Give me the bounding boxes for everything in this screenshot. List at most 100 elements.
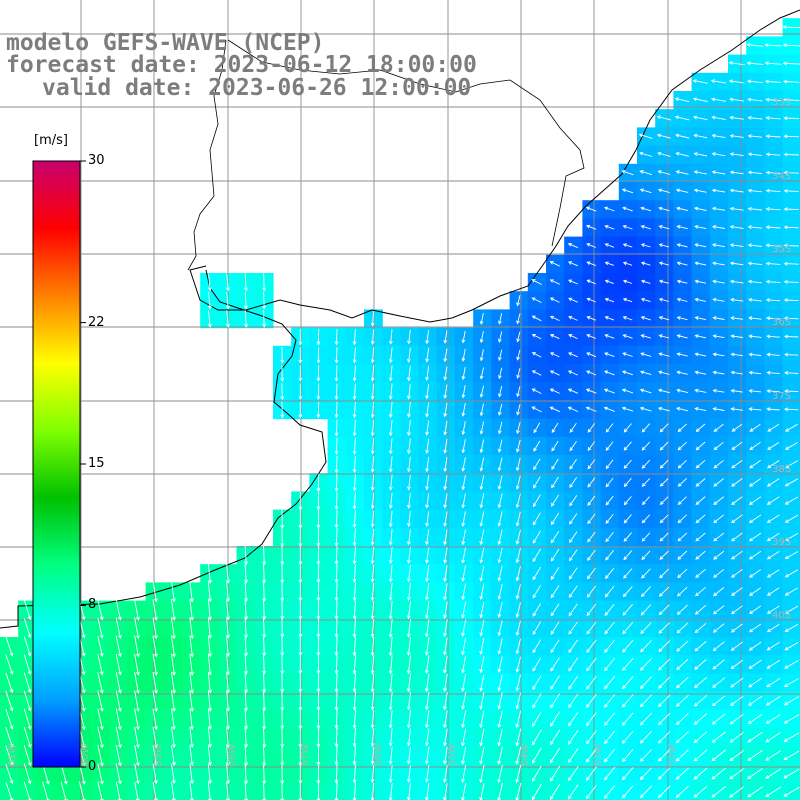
wind-arrow [604,603,615,617]
wind-arrow [550,603,560,617]
wind-arrow [766,334,780,339]
latitude-label: 39S [772,537,791,548]
wind-arrow [567,370,578,376]
wind-arrow [479,674,485,692]
wind-arrow [316,618,321,638]
wind-arrow [586,712,597,727]
wind-arrow [189,690,194,712]
wind-arrow [783,134,800,139]
wind-arrow [623,477,632,488]
wind-arrow [479,601,485,619]
wind-arrow [134,599,140,621]
wind-arrow [549,747,561,764]
wind-arrow [532,512,541,526]
wind-arrow [334,709,339,730]
wind-arrow [675,713,689,726]
wind-arrow [424,673,430,693]
wind-arrow [425,475,430,491]
wind-arrow [497,674,503,692]
wind-arrow [585,388,597,394]
wind-arrow [461,493,466,509]
wind-arrow [765,279,781,284]
wind-arrow [5,763,14,785]
longitude-label: 59W [153,744,164,767]
wind-arrow [677,568,688,579]
wind-arrow [604,370,615,376]
wind-arrow [152,617,158,640]
wind-arrow [604,748,616,763]
wind-arrow [784,551,799,560]
wind-arrow [764,61,782,66]
wind-arrow [711,749,726,762]
wind-arrow [604,657,616,672]
wind-arrow [586,567,596,580]
wind-arrow [497,439,503,453]
wind-arrow [497,313,503,325]
wind-arrow [388,618,393,638]
wind-arrow [783,79,800,84]
wind-arrow [783,732,800,742]
wind-arrow [766,478,780,487]
wind-arrow [262,763,267,785]
wind-arrow [207,745,212,767]
wind-arrow [675,151,689,157]
wind-arrow [262,563,267,584]
wind-arrow [676,334,688,339]
wind-arrow [352,782,357,800]
wind-arrow [747,695,763,706]
wind-arrow [731,423,743,432]
wind-arrow [641,514,651,524]
wind-arrow [694,279,707,284]
wind-arrow [316,473,321,492]
wind-arrow [766,678,781,688]
wind-arrow [587,549,596,561]
wind-arrow [747,243,763,248]
wind-arrow [766,623,780,633]
wind-arrow [783,97,800,102]
wind-arrow [388,347,393,364]
wind-arrow [334,655,339,675]
wind-arrow [694,370,707,375]
wind-arrow [115,745,122,767]
wind-arrow [765,170,781,175]
wind-arrow [515,674,522,692]
wind-arrow [677,586,688,597]
wind-arrow [207,635,213,658]
wind-arrow [531,783,542,800]
colorbar-tick-label: 30 [88,153,105,168]
wind-arrow [659,550,669,560]
wind-arrow [604,694,616,708]
wind-arrow [711,115,726,120]
wind-arrow [585,784,597,800]
wind-arrow [747,731,763,743]
wind-arrow [443,438,448,454]
wind-arrow [189,599,194,621]
wind-arrow [334,328,339,346]
wind-arrow [729,786,745,798]
wind-arrow [370,673,375,693]
wind-arrow [226,672,231,694]
wind-arrow [461,457,466,472]
wind-arrow [334,473,339,492]
wind-arrow [370,401,375,419]
wind-arrow [711,713,726,725]
wind-arrow [675,170,689,175]
wind-arrow [298,600,303,620]
wind-arrow [658,622,670,634]
longitude-label: 57W [300,744,311,767]
wind-arrow [641,459,651,469]
wind-arrow [549,406,560,413]
wind-arrow [749,587,762,596]
wind-arrow [782,61,800,66]
wind-arrow [388,329,393,345]
wind-arrow [207,653,213,676]
wind-arrow [370,438,375,455]
wind-arrow [115,653,122,676]
wind-arrow [730,316,744,320]
wind-arrow [406,618,412,638]
wind-arrow [5,708,14,730]
wind-arrow [658,334,670,339]
wind-arrow [442,637,448,656]
wind-arrow [550,621,560,635]
wind-arrow [334,782,339,800]
